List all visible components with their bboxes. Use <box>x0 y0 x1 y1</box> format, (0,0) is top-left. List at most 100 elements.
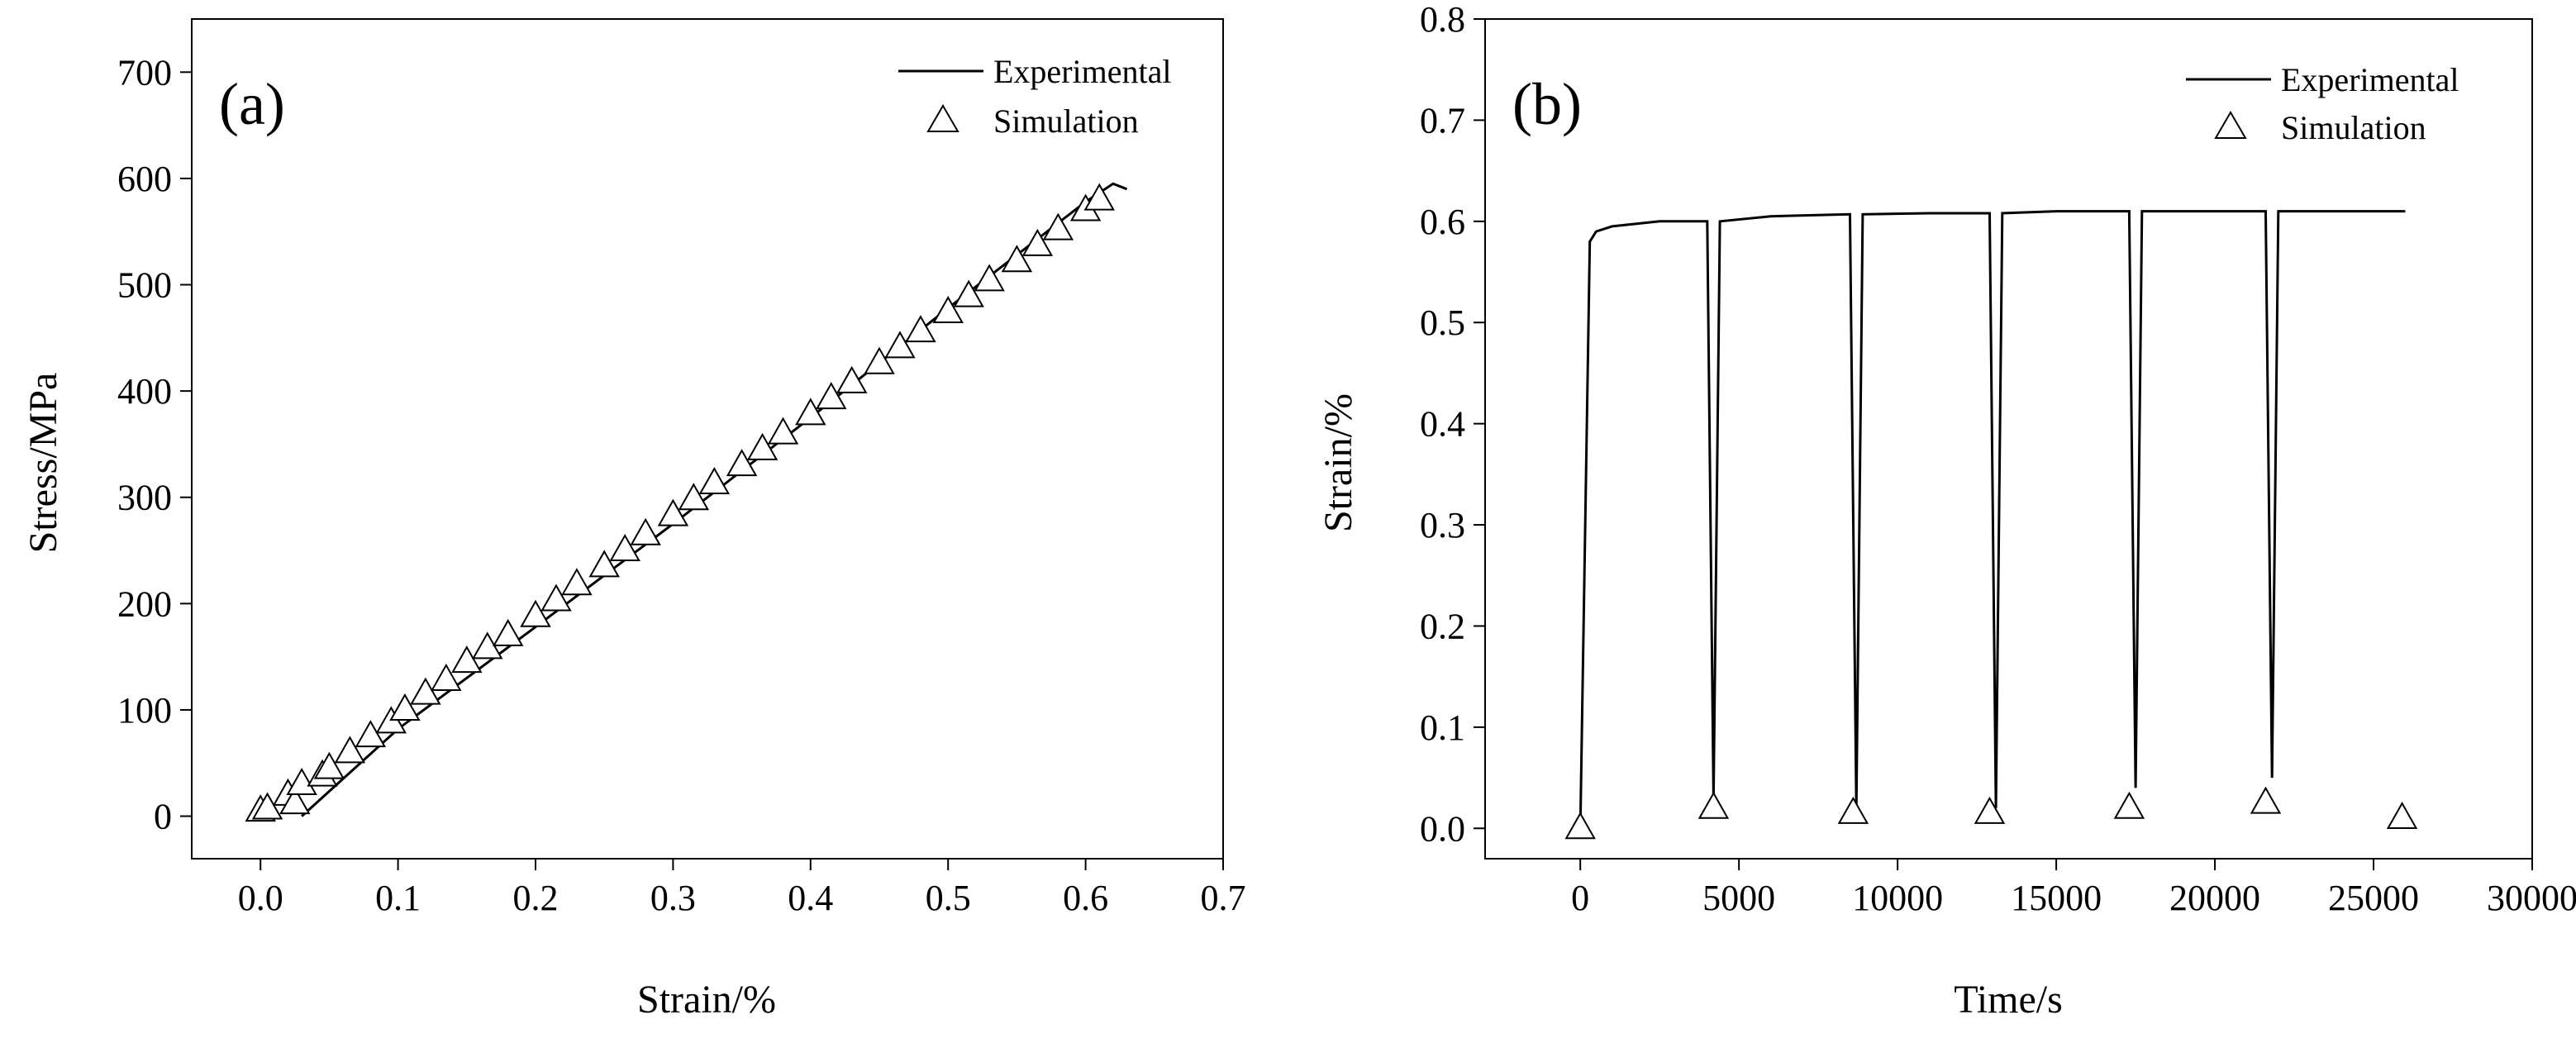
x-tick-label: 0.5 <box>926 878 971 918</box>
panel-b: 0.0 0.1 0.2 0.3 0.4 0.5 0.6 0.7 0.8 0 5000 10000 15… <box>1317 0 2576 1022</box>
x-ticks-a: 0.0 0.1 0.2 0.3 0.4 0.5 0.6 0.7 <box>238 859 1246 918</box>
simulation-marker <box>746 432 779 460</box>
simulation-marker <box>609 534 640 562</box>
simulation-marker <box>520 599 551 627</box>
simulation-marker <box>657 498 689 526</box>
y-tick-label: 200 <box>117 583 172 624</box>
y-tick-label: 0 <box>154 797 172 837</box>
simulation-marker <box>251 792 283 820</box>
y-tick-label: 0.8 <box>1420 0 1465 40</box>
simulation-marker <box>410 677 441 705</box>
simulation-marker <box>932 295 964 323</box>
simulation-marker <box>816 382 847 410</box>
simulation-marker <box>698 466 731 495</box>
simulation-marker <box>2113 791 2145 819</box>
simulation-marker <box>355 720 387 748</box>
experimental-line <box>1578 210 2406 829</box>
simulation-marker <box>389 693 421 721</box>
x-tick-label: 0.0 <box>238 878 283 918</box>
y-tick-label: 0.4 <box>1420 404 1465 445</box>
x-tick-label: 20000 <box>2169 878 2260 918</box>
simulation-marker <box>795 398 826 426</box>
simulation-marker <box>1697 791 1730 819</box>
simulation-marker <box>540 583 572 612</box>
simulation-marker <box>1021 228 1054 256</box>
simulation-marker <box>431 663 462 691</box>
y-tick-label: 0.2 <box>1420 606 1465 646</box>
simulation-marker <box>1042 212 1074 241</box>
x-tick-label: 0.4 <box>788 878 833 918</box>
x-tick-label: 0.3 <box>650 878 696 918</box>
panel-label-b: (b) <box>1512 71 1582 137</box>
simulation-marker <box>2386 802 2418 830</box>
experimental-line-b <box>1578 210 2406 829</box>
simulation-marker <box>767 417 799 445</box>
simulation-marker <box>1001 245 1033 273</box>
simulation-marker <box>313 751 345 779</box>
legend-b: Experimental Simulation <box>2186 61 2459 146</box>
simulation-marker <box>334 736 366 764</box>
y-axis-label-a: Stress/MPa <box>21 373 65 554</box>
simulation-marker <box>279 787 311 815</box>
simulation-markers-b <box>1564 786 2418 840</box>
simulation-marker <box>1974 796 2006 824</box>
legend-a: Experimental Simulation <box>898 53 1171 140</box>
simulation-marker <box>493 618 524 646</box>
legend-marker-simulation-a <box>926 104 959 132</box>
experimental-line <box>301 182 1128 817</box>
legend-label-experimental-b: Experimental <box>2281 61 2459 98</box>
simulation-marker <box>561 568 593 596</box>
x-axis-label-a: Strain/% <box>637 978 776 1022</box>
simulation-marker <box>905 315 936 343</box>
simulation-marker <box>836 365 868 393</box>
simulation-marker <box>953 279 984 307</box>
simulation-marker <box>884 331 916 359</box>
x-tick-label: 0 <box>1571 878 1589 918</box>
experimental-line-a <box>301 182 1128 817</box>
x-ticks-b: 0 5000 10000 15000 20000 25000 30000 <box>1571 859 2576 918</box>
y-tick-label: 600 <box>117 159 172 199</box>
simulation-marker <box>974 264 1005 292</box>
legend-marker-simulation-b <box>2214 111 2247 139</box>
plot-frame-a <box>191 18 1224 860</box>
plot-frame-b <box>1484 18 2533 860</box>
x-tick-label: 15000 <box>2011 878 2102 918</box>
panel-label-a: (a) <box>219 71 285 137</box>
simulation-marker <box>864 346 895 374</box>
simulation-marker <box>1564 812 1596 840</box>
simulation-marker <box>1837 796 1869 824</box>
y-ticks-a: 0 100 200 300 400 500 600 700 <box>117 52 192 837</box>
y-tick-label: 500 <box>117 265 172 306</box>
legend-label-simulation-a: Simulation <box>993 102 1139 140</box>
y-axis-label-b: Strain/% <box>1317 393 1360 532</box>
y-tick-label: 0.7 <box>1420 100 1465 140</box>
y-tick-label: 700 <box>117 52 172 93</box>
simulation-marker <box>630 517 661 545</box>
x-tick-label: 25000 <box>2328 878 2419 918</box>
x-tick-label: 0.7 <box>1201 878 1246 918</box>
y-ticks-b: 0.0 0.1 0.2 0.3 0.4 0.5 0.6 0.7 0.8 <box>1420 0 1485 849</box>
simulation-marker <box>1083 183 1115 211</box>
simulation-marker <box>588 550 620 578</box>
y-tick-label: 0.6 <box>1420 202 1465 242</box>
simulation-marker <box>451 645 483 674</box>
legend-label-simulation-b: Simulation <box>2281 109 2426 146</box>
x-tick-label: 0.2 <box>513 878 559 918</box>
legend-label-experimental-a: Experimental <box>993 53 1171 90</box>
simulation-markers-a <box>245 183 1115 822</box>
y-tick-label: 0.1 <box>1420 707 1465 748</box>
simulation-marker <box>286 767 317 795</box>
y-tick-label: 0.3 <box>1420 505 1465 545</box>
x-tick-label: 0.1 <box>375 878 421 918</box>
x-tick-label: 0.6 <box>1063 878 1108 918</box>
y-tick-label: 300 <box>117 478 172 518</box>
y-tick-label: 0.5 <box>1420 302 1465 343</box>
x-tick-label: 30000 <box>2487 878 2576 918</box>
y-tick-label: 100 <box>117 690 172 731</box>
simulation-marker <box>678 483 710 511</box>
x-axis-label-b: Time/s <box>1954 978 2063 1022</box>
simulation-marker <box>2250 786 2282 814</box>
y-tick-label: 0.0 <box>1420 808 1465 849</box>
